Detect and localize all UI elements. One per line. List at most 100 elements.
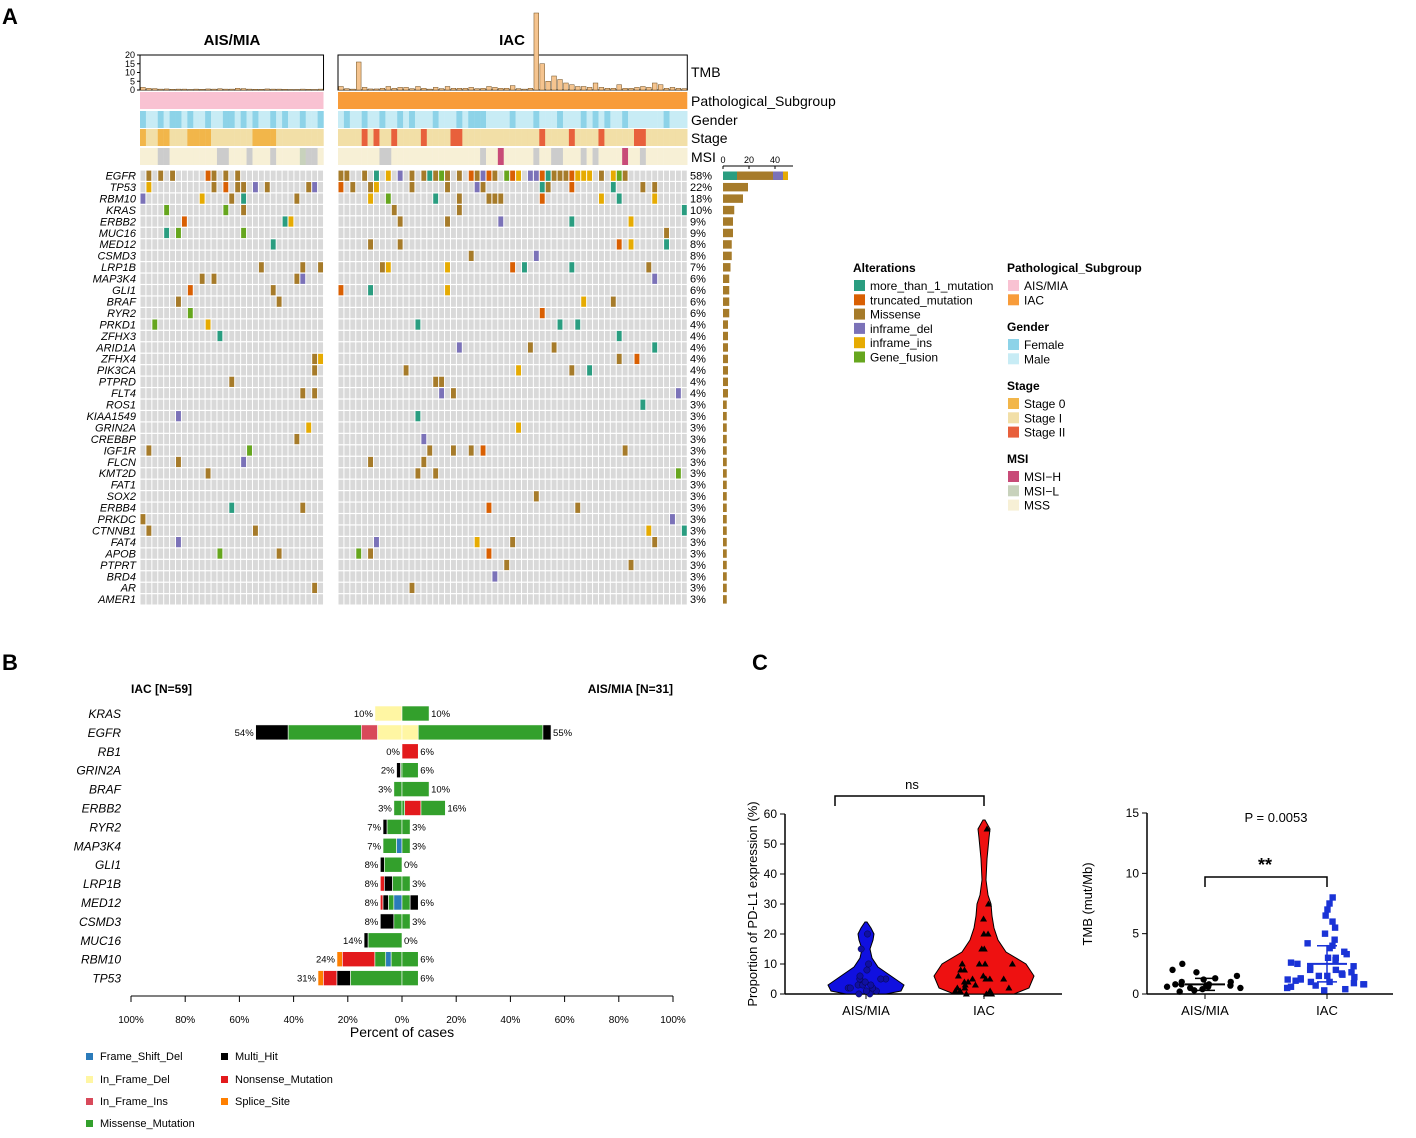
oncoprint-cell xyxy=(362,342,368,353)
oncoprint-cell xyxy=(152,342,158,353)
oncoprint-cell xyxy=(598,193,604,204)
oncoprint-cell xyxy=(593,342,598,353)
oncoprint-cell xyxy=(374,330,379,342)
oncoprint-cell xyxy=(593,571,598,582)
cobar-legend-swatch xyxy=(86,1053,93,1060)
subgroup-track-ais xyxy=(140,92,324,109)
oncoprint-cell xyxy=(409,594,415,605)
cobar-x-tick-label: 40% xyxy=(284,1015,304,1026)
oncoprint-cell xyxy=(587,262,593,273)
tmb-bar-ais xyxy=(217,88,223,91)
oncoprint-cell xyxy=(282,399,288,410)
tmb-point-iac xyxy=(1360,981,1368,988)
oncoprint-cell xyxy=(403,502,409,513)
oncoprint-cell xyxy=(498,502,504,513)
oncoprint-cell xyxy=(551,285,557,296)
gene-percent: 58% xyxy=(690,171,712,183)
oncoprint-cell xyxy=(681,537,687,548)
oncoprint-cell xyxy=(282,262,288,273)
oncoprint-cell xyxy=(551,308,557,319)
gene-count-bar xyxy=(723,572,727,581)
oncoprint-cell xyxy=(598,273,604,284)
oncoprint-cell xyxy=(563,273,569,284)
oncoprint-cell xyxy=(498,582,504,594)
oncoprint-cell xyxy=(427,193,433,204)
oncoprint-cell xyxy=(164,250,170,261)
violin-point-iac xyxy=(979,972,987,979)
oncoprint-cell xyxy=(300,170,306,181)
oncoprint-cell xyxy=(374,342,379,353)
oncoprint-cell xyxy=(217,433,223,445)
oncoprint-cell xyxy=(258,399,264,410)
oncoprint-cell xyxy=(403,594,409,605)
gender-cell-ais xyxy=(252,111,259,128)
oncoprint-cell xyxy=(252,342,258,353)
oncoprint-cell xyxy=(462,468,468,479)
oncoprint-cell xyxy=(581,468,587,479)
oncoprint-cell xyxy=(415,502,421,513)
oncoprint-cell xyxy=(181,525,187,536)
stage-cell-ais xyxy=(299,129,306,146)
oncoprint-cell xyxy=(658,308,664,319)
oncoprint-cell xyxy=(516,559,522,571)
oncoprint-cell xyxy=(235,319,241,330)
oncoprint-cell xyxy=(217,411,223,422)
oncoprint-cell xyxy=(379,571,385,582)
oncoprint-cell xyxy=(498,250,504,261)
oncoprint-cell xyxy=(300,239,306,250)
oncoprint-cell xyxy=(569,239,575,250)
gene-percent: 4% xyxy=(690,365,706,377)
oncoprint-cell xyxy=(581,399,587,410)
oncoprint-cell xyxy=(462,502,468,513)
oncoprint-cell xyxy=(146,250,152,261)
oncoprint-cell xyxy=(241,422,247,433)
stage-cell-ais xyxy=(193,129,200,146)
oncoprint-cell xyxy=(658,239,664,250)
oncoprint-cell xyxy=(628,422,634,433)
oncoprint-cell xyxy=(622,422,628,433)
gene-label: EGFR xyxy=(105,171,136,183)
oncoprint-cell xyxy=(164,582,170,594)
oncoprint-cell xyxy=(681,330,687,342)
oncoprint-cell xyxy=(616,399,622,410)
oncoprint-cell xyxy=(294,399,300,410)
oncoprint-cell xyxy=(421,399,427,410)
tmb-bar-iac xyxy=(397,87,403,91)
oncoprint-cell xyxy=(362,388,368,399)
oncoprint-cell xyxy=(415,514,421,525)
oncoprint-cell xyxy=(205,571,211,582)
oncoprint-cell xyxy=(391,308,397,319)
oncoprint-cell xyxy=(445,319,450,330)
gene-percent: 18% xyxy=(690,193,712,205)
oncoprint-cell xyxy=(415,330,421,342)
oncoprint-cell xyxy=(610,239,616,250)
tmb-point-iac xyxy=(1321,987,1328,994)
oncoprint-cell xyxy=(551,250,557,261)
oncoprint-cell xyxy=(433,411,439,422)
oncoprint-cell xyxy=(140,548,146,559)
oncoprint-cell xyxy=(474,525,480,536)
oncoprint-cell xyxy=(593,445,598,456)
oncoprint-cell xyxy=(338,353,344,365)
oncoprint-cell xyxy=(675,399,681,410)
oncoprint-cell xyxy=(403,571,409,582)
oncoprint-cell xyxy=(350,514,356,525)
oncoprint-cell xyxy=(344,525,350,536)
oncoprint-cell xyxy=(456,582,462,594)
oncoprint-cell xyxy=(415,399,421,410)
oncoprint-cell xyxy=(492,491,498,502)
oncoprint-cell xyxy=(462,433,468,445)
gender-cell-iac xyxy=(438,111,445,128)
oncoprint-cell xyxy=(152,422,158,433)
gender-cell-ais xyxy=(282,111,289,128)
oncoprint-cell xyxy=(557,330,563,342)
oncoprint-cell xyxy=(652,468,658,479)
oncoprint-cell xyxy=(563,571,569,582)
gene-label: PRKD1 xyxy=(99,319,136,331)
oncoprint-cell xyxy=(498,559,504,571)
cobar-legend-label: Missense_Mutation xyxy=(100,1118,195,1130)
oncoprint-cell xyxy=(181,285,187,296)
tmb-point-iac xyxy=(1350,979,1358,987)
oncoprint-cell xyxy=(300,491,306,502)
oncoprint-cell xyxy=(409,342,415,353)
